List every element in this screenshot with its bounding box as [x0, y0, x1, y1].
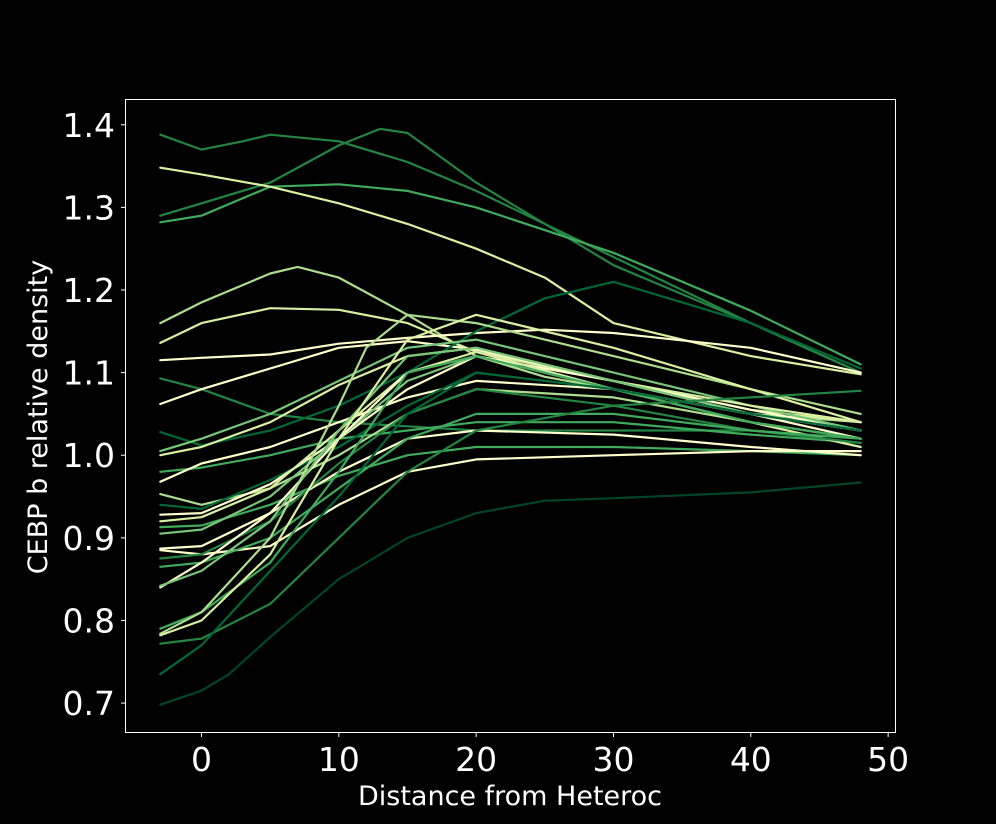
x-tick-label: 0 [191, 740, 212, 779]
y-tick-label: 1.3 [63, 188, 115, 227]
series-line-7 [159, 328, 862, 374]
x-tick-label: 40 [730, 740, 772, 779]
series-line-31 [159, 371, 862, 676]
x-tick-label: 20 [455, 740, 497, 779]
y-tick-label: 1.0 [63, 436, 115, 475]
series-line-28 [159, 313, 862, 635]
series-line-29 [159, 313, 862, 637]
y-tick-label: 0.9 [63, 519, 115, 558]
series-line-1 [159, 133, 862, 374]
y-axis-label: CEBP b relative density [23, 260, 54, 574]
y-tick-label: 1.1 [63, 354, 115, 393]
series-layer [159, 127, 862, 706]
y-tick-label: 0.7 [63, 684, 115, 723]
y-tick-label: 1.2 [63, 271, 115, 310]
series-line-2 [159, 127, 862, 374]
x-axis: 0 10 20 30 40 50 [191, 732, 909, 779]
series-line-30 [159, 389, 862, 645]
series-line-27 [159, 355, 862, 630]
series-line-11 [159, 338, 862, 453]
y-tick-label: 0.8 [63, 601, 115, 640]
plot-frame [125, 99, 896, 733]
y-axis: 0.7 0.8 0.9 1.0 1.1 1.2 1.3 1.4 [63, 106, 126, 723]
series-line-13 [159, 421, 862, 473]
x-axis-label: Distance from Heteroc [358, 781, 662, 812]
series-line-32 [159, 481, 862, 706]
x-tick-label: 30 [592, 740, 634, 779]
x-tick-label: 10 [318, 740, 360, 779]
x-tick-label: 50 [867, 740, 909, 779]
series-line-26 [159, 346, 862, 587]
series-line-3 [159, 183, 862, 366]
y-tick-label: 1.4 [63, 106, 115, 145]
